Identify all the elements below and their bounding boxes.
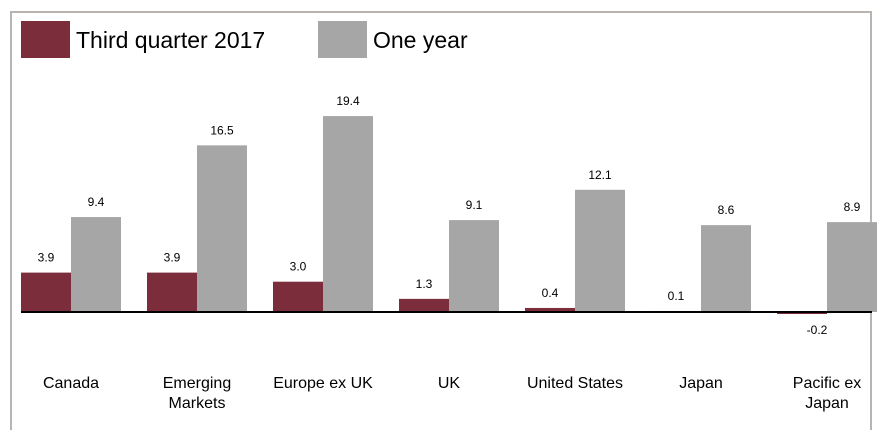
category-label-3: Europe ex UK xyxy=(273,375,373,392)
value-label-1-3: 3.0 xyxy=(290,260,307,274)
bars xyxy=(21,116,877,315)
bar-1-2 xyxy=(147,272,197,312)
bar-2-2 xyxy=(197,145,247,312)
value-label-2-6: 8.6 xyxy=(718,203,735,217)
bar-1-7 xyxy=(777,312,827,315)
category-label-7: Pacific ex Japan xyxy=(793,375,861,412)
bar-2-7 xyxy=(827,222,877,312)
value-labels: 3.9 9.4 3.9 16.5 3.0 19.4 1.3 9.1 0.4 12.1 0.1 8.6 -… xyxy=(38,94,861,337)
category-label-5: United States xyxy=(527,375,623,392)
legend-label-2: One year xyxy=(373,27,468,53)
category-label-4: UK xyxy=(438,375,461,392)
legend-swatch-2 xyxy=(318,21,367,58)
bar-1-4 xyxy=(399,298,449,312)
value-label-1-4: 1.3 xyxy=(416,277,433,291)
value-label-1-7: -0.2 xyxy=(807,323,828,337)
value-label-2-2: 16.5 xyxy=(210,123,234,137)
bar-1-3 xyxy=(273,281,323,312)
value-label-2-5: 12.1 xyxy=(588,168,612,182)
bar-2-3 xyxy=(323,116,373,312)
category-labels: Canada Emerging Markets Europe ex UK UK Unite… xyxy=(43,375,861,412)
value-label-1-2: 3.9 xyxy=(164,251,181,265)
category-label-1: Canada xyxy=(43,375,99,392)
bar-2-6 xyxy=(701,225,751,312)
value-label-2-7: 8.9 xyxy=(844,200,861,214)
value-label-1-6: 0.1 xyxy=(668,289,685,303)
bar-1-5 xyxy=(525,307,575,312)
category-label-2: Emerging Markets xyxy=(163,375,231,412)
value-label-1-5: 0.4 xyxy=(542,286,559,300)
legend-swatch-1 xyxy=(21,21,70,58)
value-label-1-1: 3.9 xyxy=(38,251,55,265)
value-label-2-4: 9.1 xyxy=(466,198,483,212)
bar-1-1 xyxy=(21,272,71,312)
bar-2-1 xyxy=(71,217,121,312)
bar-2-4 xyxy=(449,220,499,312)
value-label-2-3: 19.4 xyxy=(336,94,360,108)
bar-2-5 xyxy=(575,189,625,312)
legend-label-1: Third quarter 2017 xyxy=(76,27,265,53)
chart-frame xyxy=(10,11,872,430)
value-label-2-1: 9.4 xyxy=(88,195,105,209)
legend: Third quarter 2017 One year xyxy=(21,21,468,58)
category-label-6: Japan xyxy=(679,375,723,392)
